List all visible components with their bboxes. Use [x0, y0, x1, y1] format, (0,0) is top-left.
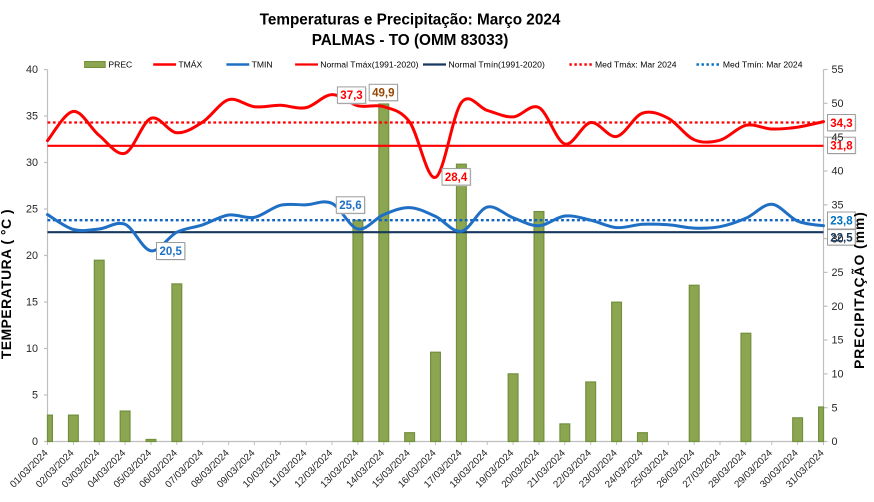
svg-text:PRECIPITAÇÃO (mm): PRECIPITAÇÃO (mm) [850, 211, 867, 369]
svg-text:10: 10 [832, 369, 844, 381]
svg-text:55: 55 [832, 64, 844, 76]
svg-text:34,3: 34,3 [830, 118, 852, 130]
svg-text:25,6: 25,6 [339, 200, 361, 212]
svg-text:PREC: PREC [108, 60, 132, 70]
svg-text:TMÁX: TMÁX [178, 60, 202, 70]
svg-text:Med Tmáx: Mar 2024: Med Tmáx: Mar 2024 [595, 60, 677, 70]
svg-text:35: 35 [26, 111, 38, 123]
svg-text:TEMPERATURA ( °C ): TEMPERATURA ( °C ) [0, 209, 14, 359]
svg-text:Temperaturas e Precipitação: M: Temperaturas e Precipitação: Março 2024 [260, 12, 561, 29]
svg-text:15: 15 [832, 335, 844, 347]
svg-text:22,5: 22,5 [830, 233, 853, 245]
svg-text:20,5: 20,5 [160, 246, 183, 258]
svg-text:30: 30 [26, 157, 38, 169]
svg-text:50: 50 [832, 98, 844, 110]
svg-text:Normal Tmín(1991-2020): Normal Tmín(1991-2020) [449, 60, 545, 70]
svg-text:28,4: 28,4 [445, 172, 468, 184]
svg-text:Normal Tmáx(1991-2020): Normal Tmáx(1991-2020) [320, 60, 418, 70]
svg-text:0: 0 [832, 436, 838, 448]
svg-text:5: 5 [32, 390, 38, 402]
svg-text:PALMAS - TO (OMM 83033): PALMAS - TO (OMM 83033) [312, 32, 509, 49]
svg-text:Med Tmín: Mar 2024: Med Tmín: Mar 2024 [723, 60, 803, 70]
svg-text:20: 20 [26, 250, 38, 262]
svg-text:TMIN: TMIN [252, 60, 273, 70]
svg-text:35: 35 [832, 200, 844, 212]
svg-text:15: 15 [26, 297, 38, 309]
svg-text:40: 40 [832, 166, 844, 178]
svg-text:0: 0 [32, 436, 38, 448]
svg-text:25: 25 [26, 204, 38, 216]
svg-text:5: 5 [832, 402, 838, 414]
svg-text:30: 30 [832, 233, 844, 245]
svg-text:37,3: 37,3 [340, 90, 362, 102]
svg-text:45: 45 [832, 132, 844, 144]
svg-text:31,8: 31,8 [830, 141, 853, 153]
svg-text:10: 10 [26, 343, 38, 355]
svg-text:23,8: 23,8 [830, 216, 853, 228]
svg-text:25: 25 [832, 267, 844, 279]
svg-text:20: 20 [832, 301, 844, 313]
svg-text:40: 40 [26, 64, 38, 76]
svg-text:49,9: 49,9 [372, 88, 394, 100]
